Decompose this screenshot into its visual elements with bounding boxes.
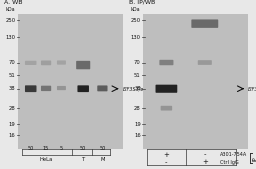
Text: kDa: kDa	[5, 7, 15, 12]
FancyBboxPatch shape	[18, 14, 123, 149]
Text: EIF3S3/eIF3H: EIF3S3/eIF3H	[248, 86, 256, 91]
FancyBboxPatch shape	[25, 85, 37, 92]
Text: 130: 130	[5, 35, 15, 40]
Text: 50: 50	[28, 146, 34, 151]
Text: 250: 250	[5, 18, 15, 23]
Text: 28: 28	[134, 106, 141, 111]
FancyBboxPatch shape	[97, 86, 108, 91]
Text: 70: 70	[134, 60, 141, 65]
Text: 19: 19	[9, 122, 15, 127]
FancyBboxPatch shape	[57, 86, 66, 90]
FancyBboxPatch shape	[191, 19, 218, 28]
FancyBboxPatch shape	[57, 60, 66, 65]
FancyBboxPatch shape	[41, 86, 51, 91]
Text: EIF3S3/eIF3H: EIF3S3/eIF3H	[123, 86, 155, 91]
FancyBboxPatch shape	[159, 60, 174, 65]
Text: B. IP/WB: B. IP/WB	[129, 0, 156, 5]
Text: T: T	[82, 157, 85, 162]
Text: 19: 19	[134, 122, 141, 127]
Text: 16: 16	[134, 133, 141, 138]
Text: 15: 15	[43, 146, 49, 151]
FancyBboxPatch shape	[198, 60, 212, 65]
Text: 250: 250	[131, 18, 141, 23]
Text: 28: 28	[9, 106, 15, 111]
FancyBboxPatch shape	[161, 106, 172, 111]
Text: 51: 51	[9, 73, 15, 78]
Text: 50: 50	[80, 146, 86, 151]
Text: -: -	[165, 159, 168, 165]
Text: +: +	[202, 159, 208, 165]
Text: +: +	[164, 152, 169, 158]
Text: kDa: kDa	[131, 7, 140, 12]
Text: 70: 70	[9, 60, 15, 65]
FancyBboxPatch shape	[41, 61, 51, 65]
Text: A. WB: A. WB	[4, 0, 22, 5]
FancyBboxPatch shape	[143, 14, 248, 149]
FancyBboxPatch shape	[77, 85, 89, 92]
Text: 38: 38	[134, 86, 141, 91]
Text: 130: 130	[131, 35, 141, 40]
Text: 38: 38	[9, 86, 15, 91]
Text: 5: 5	[60, 146, 63, 151]
Text: HeLa: HeLa	[39, 157, 53, 162]
Text: A301-754A: A301-754A	[220, 152, 247, 157]
Text: 16: 16	[9, 133, 15, 138]
Text: -: -	[204, 152, 206, 158]
Text: 51: 51	[134, 73, 141, 78]
Text: IP: IP	[252, 156, 256, 161]
FancyBboxPatch shape	[25, 61, 37, 65]
Text: M: M	[100, 157, 105, 162]
Text: 50: 50	[99, 146, 105, 151]
Text: Ctrl IgG: Ctrl IgG	[220, 160, 239, 165]
FancyBboxPatch shape	[155, 85, 177, 93]
FancyBboxPatch shape	[76, 61, 90, 69]
